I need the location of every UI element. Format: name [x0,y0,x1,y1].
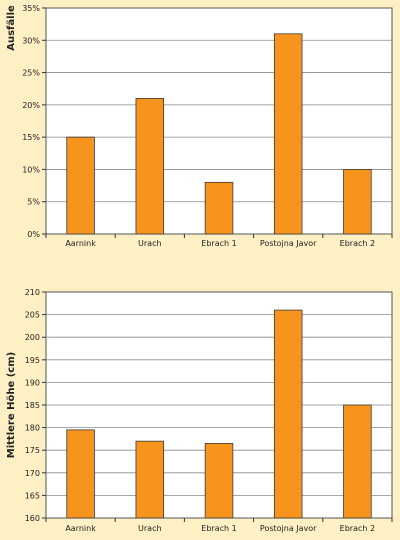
bar-aarnink [66,429,95,519]
y-tick-label: 190 [25,378,40,387]
y-tick-label: 30% [22,36,40,45]
bar-ebrach-1 [204,443,234,519]
x-category-label: Urach [138,239,162,248]
y-tick-label: 165 [25,491,40,500]
y-tick-label: 10% [22,165,40,174]
y-tick-label: 175 [25,446,40,455]
bar-aarnink [66,136,95,235]
bar-ebrach-2 [343,404,372,519]
y-tick-label: 20% [22,101,40,110]
x-category-label: Postojna Javor [260,524,317,533]
bar-urach [135,98,165,235]
chart-ausfaelle: 0% 5% 10% 15% 20% 25% 30% 35% Aarnink Urach Ebrach… [6,4,393,248]
y-tick-label: 0% [27,230,40,239]
bar-ebrach-2 [343,169,372,235]
bar-postojna-javor [273,309,303,519]
y-tick-label: 180 [25,424,40,433]
y-tick-label: 5% [27,198,40,207]
y-tick-label: 200 [25,333,40,342]
x-category-label: Ebrach 1 [201,524,236,533]
x-category-label: Urach [138,524,162,533]
y-tick-label: 160 [25,514,40,523]
y-tick-label: 25% [22,69,40,78]
y-tick-label: 15% [22,133,40,142]
y-axis-label: Ausfälle [6,5,17,51]
x-category-label: Aarnink [65,524,96,533]
x-category-label: Postojna Javor [260,239,317,248]
y-axis-label: Mittlere Höhe (cm) [6,352,17,458]
bar-ebrach-1 [204,181,234,235]
y-tick-label: 185 [25,401,40,410]
y-tick-label: 170 [25,469,40,478]
y-tick-label: 205 [25,311,40,320]
x-category-label: Ebrach 2 [340,239,375,248]
y-tick-label: 35% [22,4,40,13]
x-category-label: Ebrach 2 [340,524,375,533]
bar-postojna-javor [273,33,303,235]
x-category-label: Ebrach 1 [201,239,236,248]
x-category-label: Aarnink [65,239,96,248]
y-tick-label: 195 [25,356,40,365]
y-tick-label: 210 [25,288,40,297]
chart-mittlere-hoehe: 160 165 170 175 180 185 190 195 200 205 210 Aarnink… [6,288,393,533]
bar-urach [135,440,165,519]
